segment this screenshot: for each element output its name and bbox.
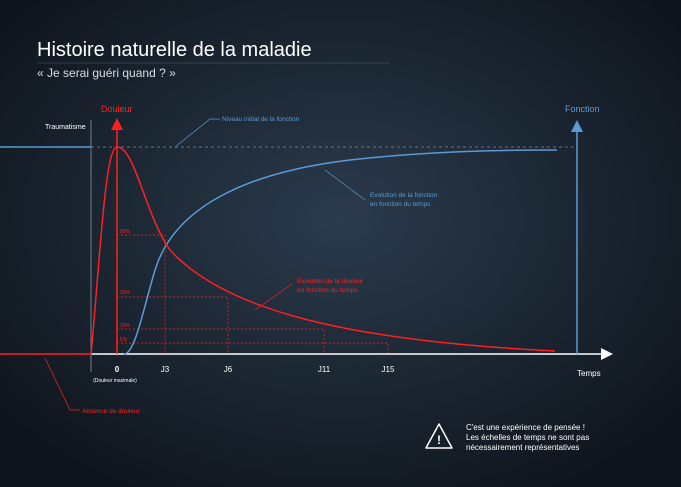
time-axis-label: Temps xyxy=(577,369,601,378)
origin-note: (Douleur maximale) xyxy=(93,378,137,384)
warning-icon xyxy=(425,423,453,449)
time-label: J3 xyxy=(161,365,170,374)
event-label: Traumatisme xyxy=(45,124,86,131)
pain-level: 25% xyxy=(120,290,131,296)
pain-curve xyxy=(0,146,556,355)
pain-level: 10% xyxy=(120,323,131,329)
annotation: Evolution de la douleur xyxy=(297,278,364,285)
leader xyxy=(324,169,366,201)
annotation: en fonction du temps xyxy=(297,287,358,294)
pain-level: 5% xyxy=(120,337,128,343)
leader xyxy=(44,357,80,411)
warning-text: nécessairement représentatives xyxy=(466,443,579,452)
origin-label: 0 xyxy=(115,365,120,374)
annotation: Absence de douleur xyxy=(82,408,141,415)
subtitle: « Je serai guéri quand ? » xyxy=(37,66,176,80)
function-axis-label: Fonction xyxy=(565,104,600,114)
time-label: J6 xyxy=(224,365,233,374)
time-label: J15 xyxy=(382,365,395,374)
function-curve xyxy=(123,149,558,355)
warning-text: C'est une expérience de pensée ! xyxy=(466,423,585,432)
warning-text: Les échelles de temps ne sont pas xyxy=(466,433,589,442)
annotation: Evolution de la fonction xyxy=(370,192,438,199)
leader xyxy=(174,118,220,148)
pain-level: 50% xyxy=(120,229,131,235)
annotation: Niveau initial de la fonction xyxy=(222,116,300,123)
pain-guides xyxy=(117,234,389,354)
warning-icon-mark: ! xyxy=(437,433,441,447)
time-label: J11 xyxy=(318,365,331,374)
annotation: en fonction du temps xyxy=(370,201,431,208)
leader xyxy=(254,283,293,311)
pain-axis-label: Douleur xyxy=(101,104,133,114)
title: Histoire naturelle de la maladie xyxy=(37,39,312,61)
